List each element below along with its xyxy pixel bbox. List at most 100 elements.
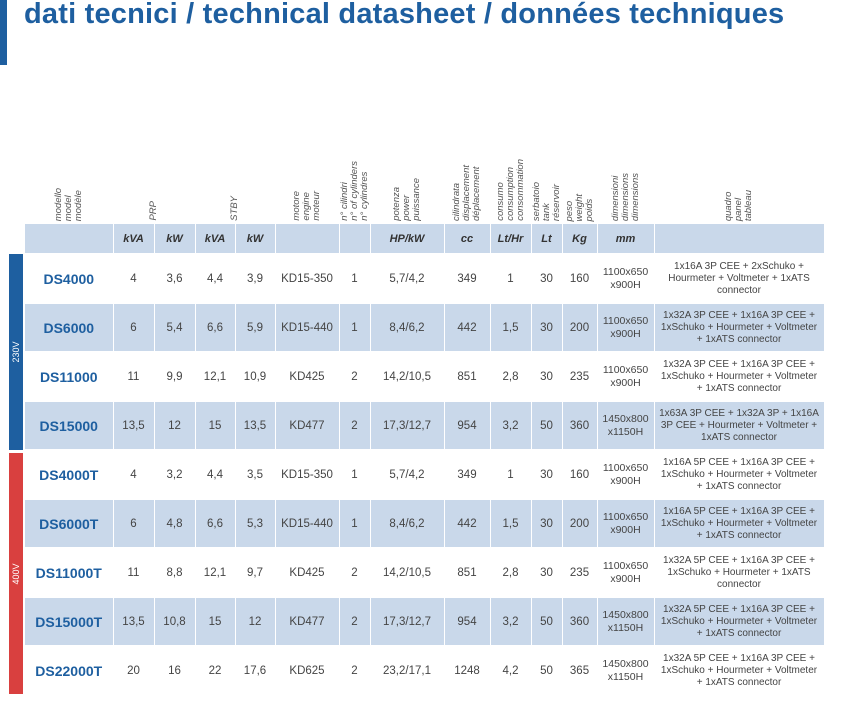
tank-cell: 30 (531, 499, 563, 549)
header-model: modello model modèle (25, 154, 113, 224)
tank-cell: 50 (531, 597, 563, 647)
cylinders-cell: 2 (339, 352, 371, 402)
stby-kva-cell: 4,4 (195, 254, 236, 304)
dimensions-line-2: x900H (610, 376, 641, 389)
unit-cell: mm (597, 224, 655, 255)
stby-kw-cell: 5,3 (235, 499, 276, 549)
prp-kva-cell: 13,5 (113, 597, 155, 647)
model-cell: DS15000T (25, 597, 114, 647)
displacement-cell: 442 (444, 303, 491, 353)
prp-kw-cell: 5,4 (154, 303, 196, 353)
prp-kw-cell: 10,8 (154, 597, 196, 647)
table-row: DS11000 11 9,9 12,1 10,9 KD425 2 14,2/10,5 851 2,… (25, 352, 825, 402)
dimensions-line-1: 1100x650 (602, 461, 649, 474)
stby-kva-cell: 15 (195, 401, 236, 451)
panel-cell: 1x32A 3P CEE + 1x16A 3P CEE + 1xSchuko +… (654, 352, 825, 402)
dimensions-line-2: x900H (610, 572, 641, 585)
power-cell: 14,2/10,5 (370, 352, 445, 402)
displacement-cell: 954 (444, 401, 491, 451)
header-tank: serbatoio tank réservoir (531, 154, 562, 224)
stby-kw-cell: 3,9 (235, 254, 276, 304)
table-row: DS11000T 11 8,8 12,1 9,7 KD425 2 14,2/10,5 851 2,… (25, 548, 825, 598)
prp-kw-cell: 16 (154, 646, 196, 696)
prp-kva-cell: 11 (113, 548, 155, 598)
stby-kw-cell: 17,6 (235, 646, 276, 696)
datasheet-table: modello model modèle PRP STBY motore eng… (25, 154, 825, 696)
dimensions-line-1: 1100x650 (602, 265, 649, 278)
power-cell: 14,2/10,5 (370, 548, 445, 598)
consumption-cell: 4,2 (490, 646, 532, 696)
header-dimensions: dimensioni dimensions dimensions (597, 154, 654, 224)
prp-kw-cell: 4,8 (154, 499, 196, 549)
consumption-cell: 1,5 (490, 499, 532, 549)
panel-cell: 1x32A 5P CEE + 1x16A 3P CEE + 1xSchuko +… (654, 597, 825, 647)
stby-kva-cell: 6,6 (195, 303, 236, 353)
dimensions-cell: 1100x650 x900H (597, 450, 655, 500)
prp-kva-cell: 4 (113, 254, 155, 304)
engine-cell: KD15-440 (275, 303, 340, 353)
units-row: kVA kW kVA kW HP/kW cc Lt/Hr Lt Kg mm (25, 224, 825, 255)
power-cell: 5,7/4,2 (370, 254, 445, 304)
stby-kva-cell: 22 (195, 646, 236, 696)
tank-cell: 30 (531, 254, 563, 304)
unit-cell: Kg (562, 224, 598, 255)
prp-kva-cell: 13,5 (113, 401, 155, 451)
table-row: DS6000T 6 4,8 6,6 5,3 KD15-440 1 8,4/6,2 442 1,5 3… (25, 499, 825, 549)
dimensions-cell: 1100x650 x900H (597, 303, 655, 353)
panel-cell: 1x32A 5P CEE + 1x16A 3P CEE + 1xSchuko +… (654, 548, 825, 598)
dimensions-line-1: 1450x800 (602, 657, 649, 670)
weight-cell: 360 (562, 597, 598, 647)
unit-cell-blank (25, 224, 114, 255)
voltage-band-400v: 400V (9, 453, 23, 694)
dimensions-cell: 1100x650 x900H (597, 499, 655, 549)
header-weight: peso weight poids (562, 154, 597, 224)
prp-kw-cell: 3,2 (154, 450, 196, 500)
unit-cell-blank (275, 224, 340, 255)
power-cell: 8,4/6,2 (370, 303, 445, 353)
dimensions-line-1: 1100x650 (602, 314, 649, 327)
table-row: DS4000T 4 3,2 4,4 3,5 KD15-350 1 5,7/4,2 349 1 30 1… (25, 450, 825, 500)
displacement-cell: 442 (444, 499, 491, 549)
displacement-cell: 851 (444, 352, 491, 402)
dimensions-line-1: 1100x650 (602, 559, 649, 572)
consumption-cell: 3,2 (490, 401, 532, 451)
model-cell: DS11000 (25, 352, 114, 402)
tank-cell: 30 (531, 303, 563, 353)
dimensions-line-1: 1450x800 (602, 608, 649, 621)
engine-cell: KD425 (275, 352, 340, 402)
stby-kw-cell: 10,9 (235, 352, 276, 402)
panel-cell: 1x16A 5P CEE + 1x16A 3P CEE + 1xSchuko +… (654, 450, 825, 500)
stby-kw-cell: 3,5 (235, 450, 276, 500)
cylinders-cell: 2 (339, 597, 371, 647)
dimensions-cell: 1450x800 x1150H (597, 597, 655, 647)
unit-cell: cc (444, 224, 491, 255)
model-cell: DS11000T (25, 548, 114, 598)
cylinders-cell: 1 (339, 450, 371, 500)
displacement-cell: 349 (444, 254, 491, 304)
header-stby: STBY (195, 154, 275, 224)
prp-kva-cell: 6 (113, 499, 155, 549)
tank-cell: 30 (531, 548, 563, 598)
model-cell: DS4000 (25, 254, 114, 304)
dimensions-line-1: 1100x650 (602, 510, 649, 523)
consumption-cell: 2,8 (490, 548, 532, 598)
stby-kva-cell: 15 (195, 597, 236, 647)
dimensions-cell: 1100x650 x900H (597, 254, 655, 304)
stby-kva-cell: 4,4 (195, 450, 236, 500)
engine-cell: KD477 (275, 597, 340, 647)
dimensions-line-2: x1150H (607, 670, 644, 683)
cylinders-cell: 2 (339, 401, 371, 451)
weight-cell: 235 (562, 548, 598, 598)
engine-cell: KD15-350 (275, 450, 340, 500)
dimensions-line-2: x1150H (607, 425, 644, 438)
power-cell: 23,2/17,1 (370, 646, 445, 696)
table-row: DS22000T 20 16 22 17,6 KD625 2 23,2/17,1 1248 4,2… (25, 646, 825, 696)
cylinders-cell: 2 (339, 548, 371, 598)
unit-cell: kW (154, 224, 196, 255)
header-prp: PRP (113, 154, 195, 224)
dimensions-line-1: 1450x800 (602, 412, 649, 425)
panel-cell: 1x32A 5P CEE + 1x16A 3P CEE + 1xSchuko +… (654, 646, 825, 696)
voltage-label-400v: 400V (11, 562, 21, 585)
prp-kw-cell: 3,6 (154, 254, 196, 304)
model-cell: DS6000T (25, 499, 114, 549)
